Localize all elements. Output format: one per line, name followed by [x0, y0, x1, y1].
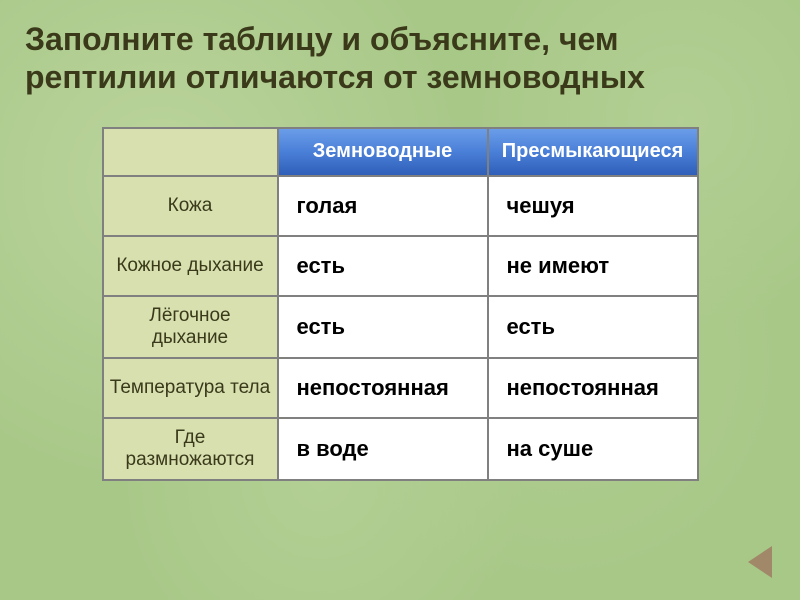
cell-lung-reptile: есть: [488, 296, 698, 358]
title-line-1: Заполните таблицу и объясните, чем: [25, 21, 619, 57]
back-arrow-icon[interactable]: [748, 546, 772, 578]
table-row: Кожное дыхание есть не имеют: [103, 236, 698, 296]
table-row: Температура тела непостоянная непостоянн…: [103, 358, 698, 418]
cell-temp-amphibian: непостоянная: [278, 358, 488, 418]
cell-skin-amphibian: голая: [278, 176, 488, 236]
row-label-skin: Кожа: [103, 176, 278, 236]
comparison-table: Земноводные Пресмыкающиеся Кожа голая че…: [102, 127, 699, 481]
row-label-skin-breathing: Кожное дыхание: [103, 236, 278, 296]
cell-repro-reptile: на суше: [488, 418, 698, 480]
row-label-lung-breathing: Лёгочное дыхание: [103, 296, 278, 358]
header-reptile: Пресмыкающиеся: [488, 128, 698, 176]
title-line-2: рептилии отличаются от земноводных: [25, 59, 645, 95]
cell-lung-amphibian: есть: [278, 296, 488, 358]
table-row: Кожа голая чешуя: [103, 176, 698, 236]
header-empty-cell: [103, 128, 278, 176]
cell-repro-amphibian: в воде: [278, 418, 488, 480]
slide-title: Заполните таблицу и объясните, чем репти…: [25, 20, 775, 97]
row-label-temperature: Температура тела: [103, 358, 278, 418]
cell-skinbr-amphibian: есть: [278, 236, 488, 296]
header-amphibian: Земноводные: [278, 128, 488, 176]
table-container: Земноводные Пресмыкающиеся Кожа голая че…: [25, 127, 775, 481]
cell-skin-reptile: чешуя: [488, 176, 698, 236]
table-header-row: Земноводные Пресмыкающиеся: [103, 128, 698, 176]
cell-temp-reptile: непостоянная: [488, 358, 698, 418]
table-row: Где размножаются в воде на суше: [103, 418, 698, 480]
row-label-reproduction: Где размножаются: [103, 418, 278, 480]
table-row: Лёгочное дыхание есть есть: [103, 296, 698, 358]
cell-skinbr-reptile: не имеют: [488, 236, 698, 296]
